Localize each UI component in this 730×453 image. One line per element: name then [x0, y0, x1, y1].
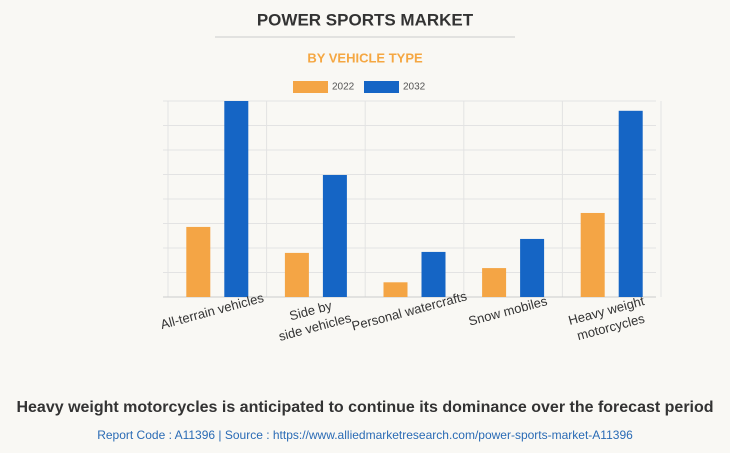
- source: Report Code : A11396 | Source : https://…: [97, 428, 633, 442]
- bar: [284, 252, 309, 297]
- bar: [186, 226, 211, 297]
- bar: [520, 238, 545, 297]
- bar: [322, 174, 347, 297]
- legend-label: 2032: [403, 82, 426, 93]
- legend-swatch: [364, 81, 399, 93]
- bar: [618, 110, 643, 297]
- bar: [383, 282, 408, 297]
- bar: [580, 212, 605, 297]
- bar: [482, 268, 507, 297]
- chart-title: POWER SPORTS MARKET: [257, 10, 474, 29]
- legend-swatch: [293, 81, 328, 93]
- bar: [224, 101, 249, 297]
- legend-label: 2022: [332, 82, 355, 93]
- headline: Heavy weight motorcycles is anticipated …: [16, 399, 713, 416]
- bar: [421, 251, 446, 297]
- chart-subtitle: BY VEHICLE TYPE: [307, 50, 423, 65]
